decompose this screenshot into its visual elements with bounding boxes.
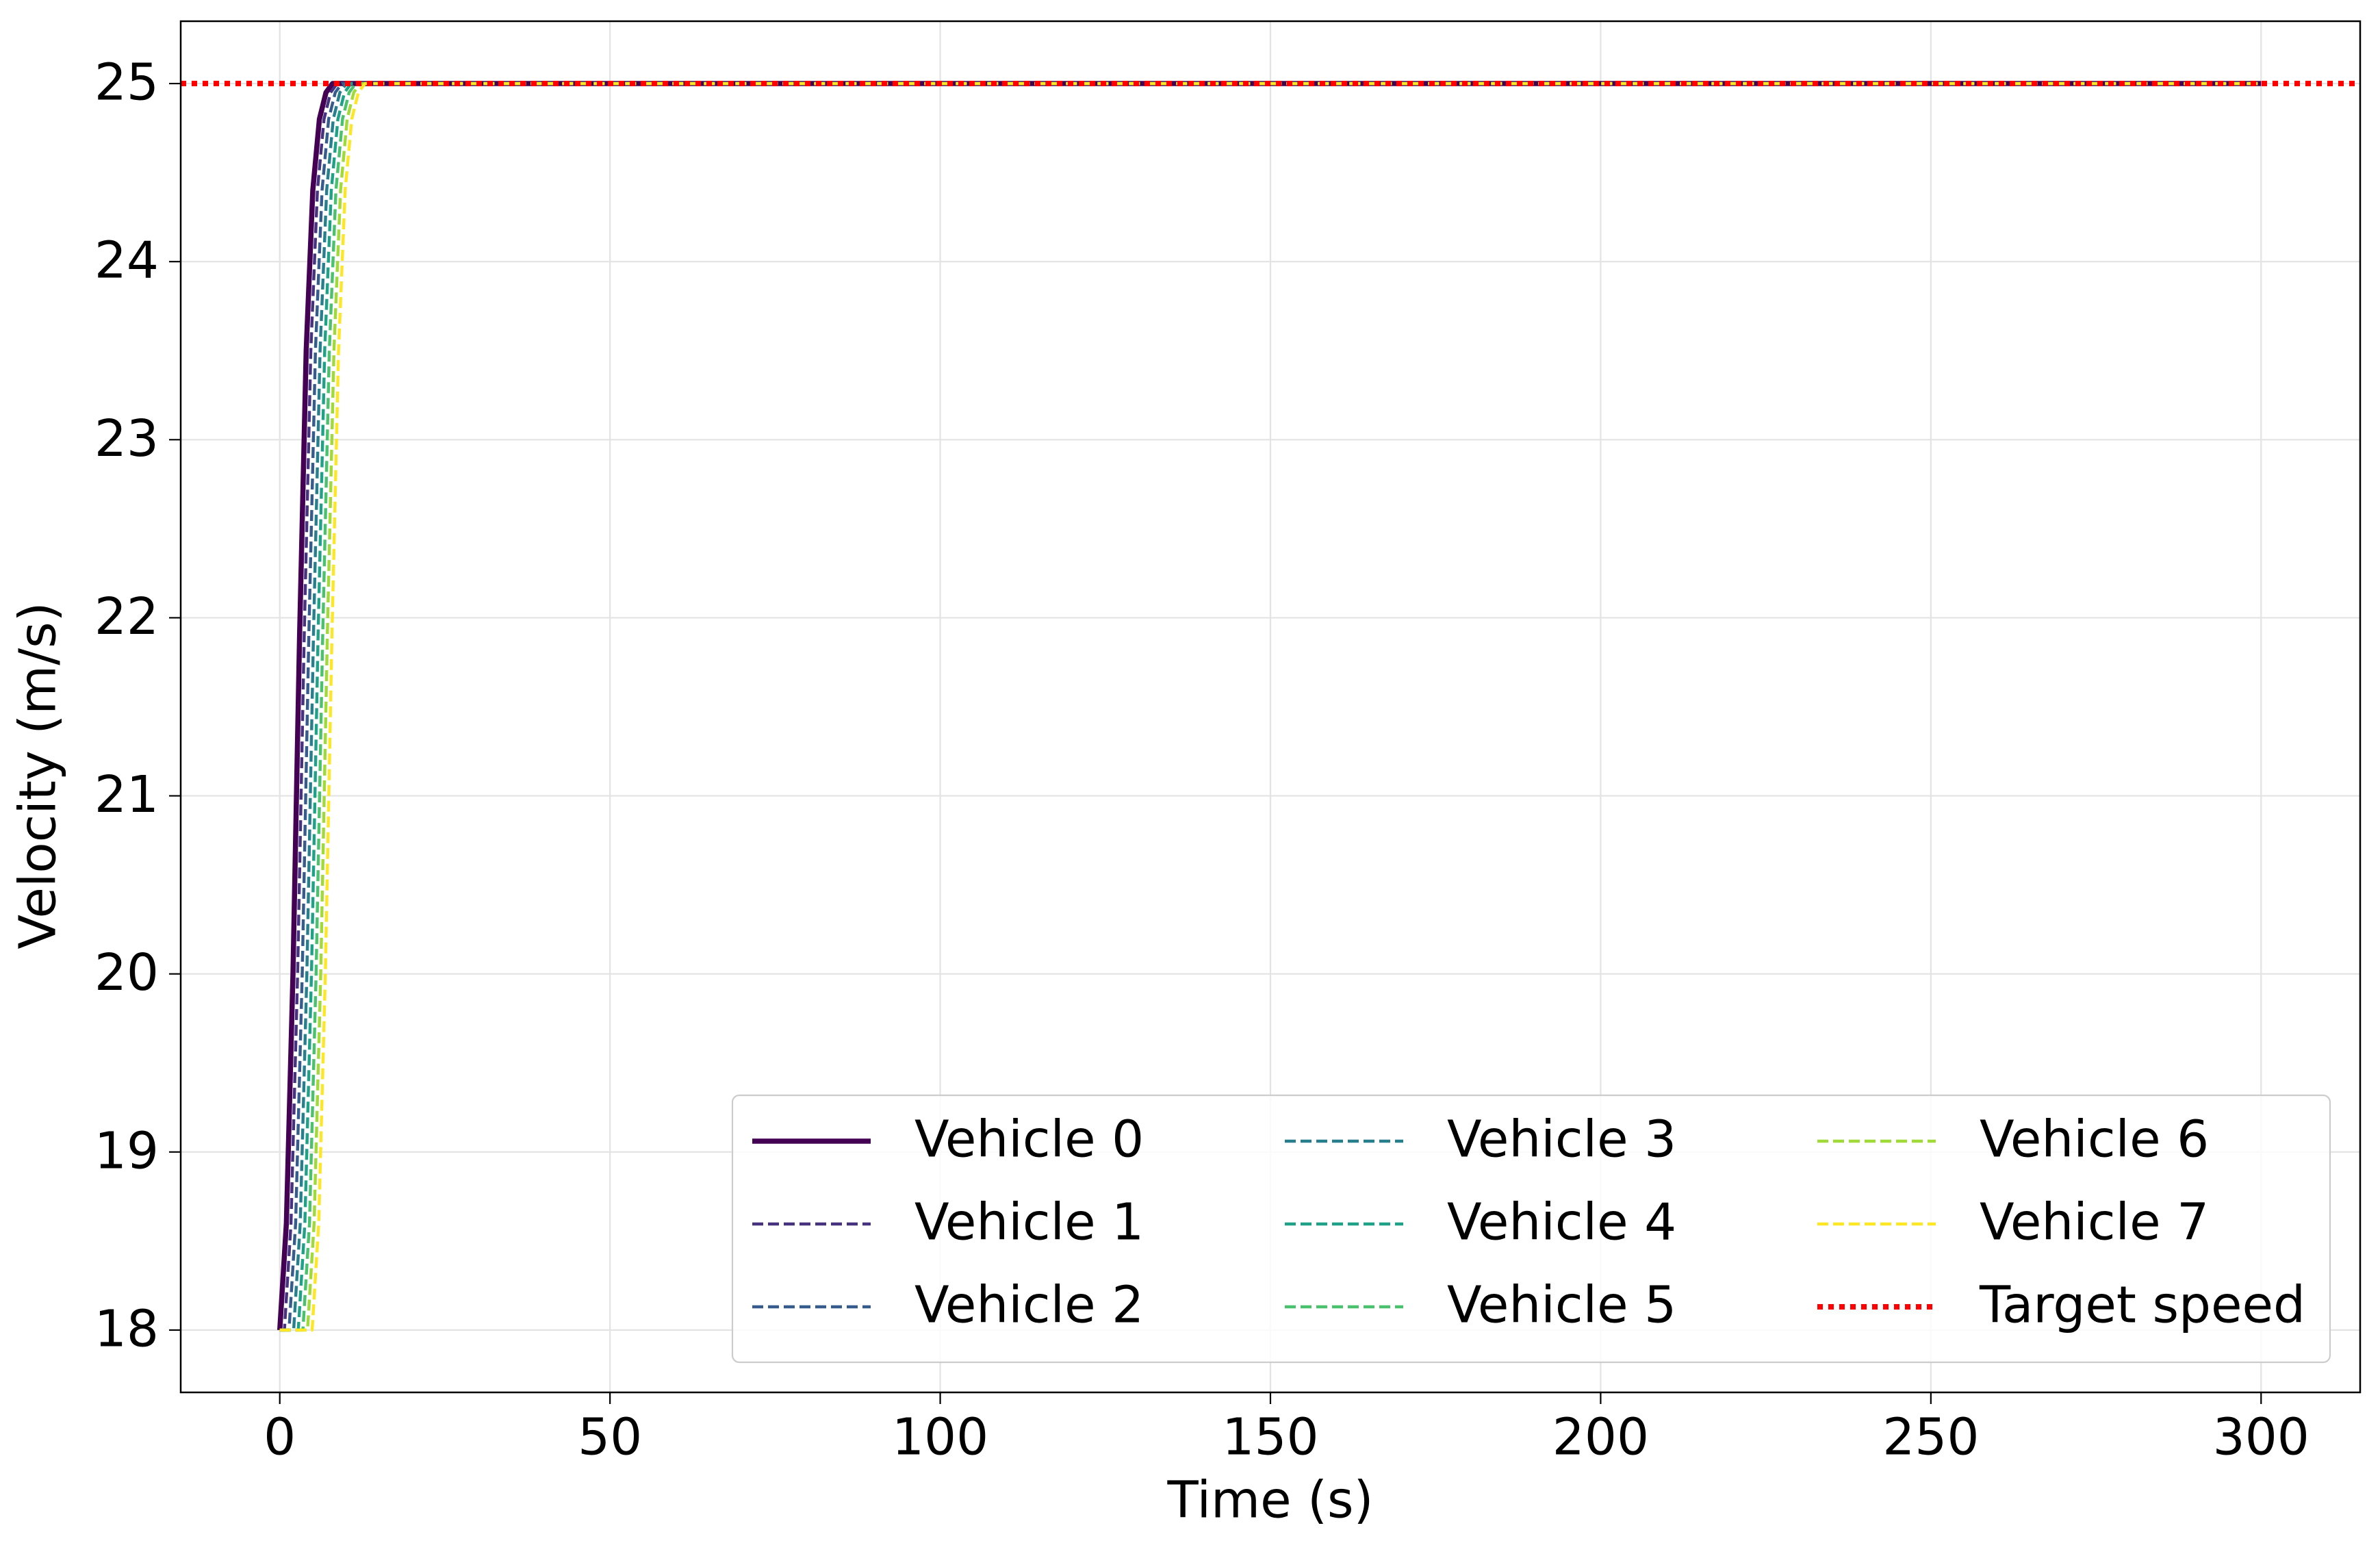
plot-frame xyxy=(179,20,2362,1394)
y-axis-label: Velocity (m/s) xyxy=(9,602,68,949)
legend-label: Vehicle 4 xyxy=(1447,1193,1676,1252)
y-tick-label: 24 xyxy=(94,231,159,290)
legend-label: Target speed xyxy=(1979,1276,2305,1335)
legend-label: Vehicle 7 xyxy=(1980,1193,2209,1252)
series-line xyxy=(279,81,2262,1332)
x-tick-label: 300 xyxy=(2213,1408,2309,1467)
x-tick-label: 250 xyxy=(1882,1408,1979,1467)
y-tick-label: 25 xyxy=(94,53,159,112)
legend-label: Vehicle 1 xyxy=(914,1193,1144,1252)
y-tick-label: 22 xyxy=(94,587,159,646)
x-tick-label: 150 xyxy=(1222,1408,1318,1467)
legend-label: Vehicle 6 xyxy=(1980,1110,2209,1169)
y-tick-label: 18 xyxy=(94,1299,159,1358)
x-tick-label: 50 xyxy=(578,1408,642,1467)
legend-label: Vehicle 2 xyxy=(914,1276,1144,1335)
legend-box xyxy=(731,1094,2331,1364)
x-tick-label: 0 xyxy=(264,1408,296,1467)
y-tick-label: 20 xyxy=(94,943,159,1002)
series-line xyxy=(277,81,2262,1331)
series-line xyxy=(279,81,2262,1332)
series-line xyxy=(279,81,2262,1332)
legend-label: Vehicle 3 xyxy=(1447,1110,1676,1169)
x-tick-label: 200 xyxy=(1552,1408,1649,1467)
series-line xyxy=(279,81,2262,1332)
y-tick-label: 21 xyxy=(94,765,159,824)
y-tick-label: 19 xyxy=(94,1121,159,1180)
y-tick-label: 23 xyxy=(94,409,159,468)
legend-label: Vehicle 5 xyxy=(1447,1276,1676,1335)
x-axis-label: Time (s) xyxy=(1167,1471,1374,1530)
legend-label: Vehicle 0 xyxy=(914,1110,1144,1169)
x-tick-label: 100 xyxy=(892,1408,988,1467)
series-line xyxy=(279,81,2262,1332)
series-line xyxy=(279,81,2262,1332)
series-line xyxy=(279,81,2262,1332)
